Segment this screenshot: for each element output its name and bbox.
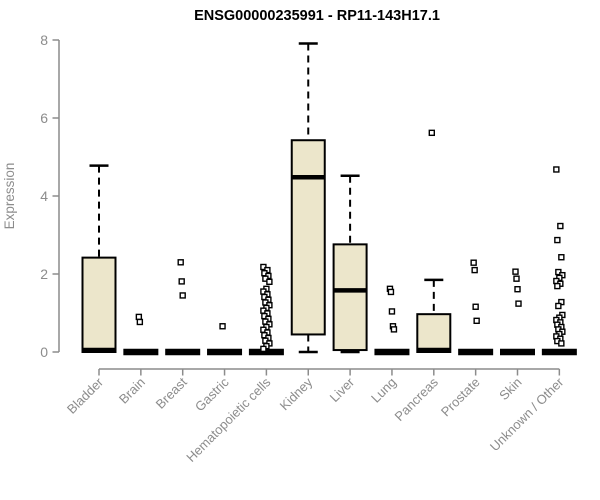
x-axis-tick-label: Lung	[368, 375, 399, 406]
x-axis-tick-label: Prostate	[438, 375, 483, 420]
collapsed-box	[458, 348, 494, 356]
outlier-point	[558, 340, 565, 347]
x-axis-tick-label: Skin	[496, 375, 524, 403]
x-axis-tick-label: Breast	[153, 374, 190, 411]
x-axis-tick-label: Bladder	[64, 374, 107, 417]
outlier-point	[553, 166, 560, 173]
outlier-point	[388, 308, 396, 315]
outlier-point	[554, 282, 561, 290]
outlier-point	[219, 323, 226, 330]
collapsed-box	[207, 348, 243, 356]
outlier-point	[136, 318, 144, 326]
outlier-point	[557, 222, 564, 230]
outlier-point	[387, 288, 395, 296]
outlier-point	[472, 303, 479, 310]
outlier-point	[470, 259, 477, 266]
y-axis-label: Expression	[2, 163, 17, 230]
outlier-point	[514, 286, 521, 293]
outlier-point	[390, 326, 398, 333]
outlier-point	[135, 313, 143, 321]
outlier-point	[473, 317, 480, 324]
collapsed-box	[541, 348, 577, 356]
y-axis-tick-label: 4	[40, 188, 48, 204]
collapsed-box	[123, 348, 159, 356]
y-axis-tick-label: 6	[40, 110, 48, 126]
x-axis-tick-label: Brain	[116, 375, 148, 407]
box	[332, 243, 368, 352]
box	[290, 139, 326, 336]
series-layer	[81, 42, 577, 356]
outlier-point	[515, 300, 522, 307]
outlier-point	[558, 254, 565, 261]
outlier-point	[512, 268, 519, 275]
outlier-point	[513, 275, 520, 282]
outlier-point	[178, 278, 185, 285]
outlier-point	[428, 129, 435, 137]
y-axis-tick-label: 8	[40, 32, 48, 48]
x-axis-tick-label: Pancreas	[391, 374, 441, 424]
y-axis-tick-label: 0	[40, 344, 48, 360]
x-axis-tick-label: Unknown / Other	[487, 374, 567, 454]
outlier-point	[260, 345, 267, 353]
box	[416, 313, 452, 354]
outlier-point	[554, 236, 561, 244]
x-axis-tick-label: Liver	[327, 374, 358, 405]
outlier-point	[266, 278, 273, 285]
x-axis-tick-label: Gastric	[192, 374, 232, 414]
collapsed-box	[500, 348, 535, 356]
outlier-point	[555, 302, 562, 310]
outlier-point	[471, 266, 478, 274]
chart-title: ENSG00000235991 - RP11-143H17.1	[194, 8, 440, 24]
collapsed-box	[374, 348, 410, 356]
x-axis-tick-label: Kidney	[277, 374, 316, 413]
collapsed-box	[165, 348, 201, 356]
y-axis-tick-label: 2	[40, 266, 48, 282]
outlier-point	[179, 292, 186, 299]
outlier-point	[177, 259, 184, 266]
box	[81, 256, 117, 353]
